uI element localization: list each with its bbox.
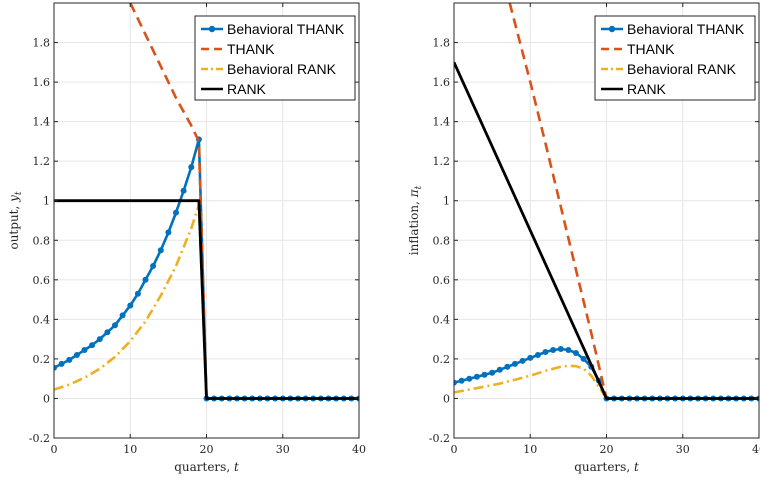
y-tick-label: 1 xyxy=(43,195,50,208)
legend-label-behavioral-rank: Behavioral RANK xyxy=(627,61,737,77)
x-tick-label: 0 xyxy=(451,443,458,456)
series-point-behavioral-thank xyxy=(112,322,118,329)
y-tick-label: 1.6 xyxy=(433,76,451,89)
series-point-behavioral-thank xyxy=(496,366,503,373)
y-tick-label: 0.6 xyxy=(433,274,451,287)
series-line-behavioral-rank xyxy=(54,203,208,399)
series-point-behavioral-thank xyxy=(458,377,465,384)
series-point-behavioral-thank xyxy=(454,379,457,386)
series-point-behavioral-thank xyxy=(504,363,511,370)
x-tick-label: 10 xyxy=(523,443,537,456)
series-point-behavioral-thank xyxy=(481,371,488,378)
legend-marker-behavioral-thank xyxy=(608,25,616,33)
x-tick-label: 20 xyxy=(200,443,214,456)
series-group xyxy=(54,3,359,402)
x-tick-label: 30 xyxy=(276,443,290,456)
y-tick-label: 0.2 xyxy=(33,353,51,366)
chart-panel-2: 010203040-0.200.20.40.60.811.21.41.61.8q… xyxy=(407,2,760,474)
y-tick-label: 0.4 xyxy=(433,313,451,326)
series-point-behavioral-thank xyxy=(58,360,65,367)
series-point-behavioral-thank xyxy=(96,336,103,343)
legend-label-behavioral-thank: Behavioral THANK xyxy=(627,21,745,37)
y-tick-label: 0.8 xyxy=(433,234,451,247)
legend-label-thank: THANK xyxy=(227,41,275,57)
y-tick-label: 1.2 xyxy=(433,155,451,168)
y-tick-label: 0.8 xyxy=(33,234,51,247)
y-tick-label: -0.2 xyxy=(29,432,50,445)
series-point-behavioral-thank xyxy=(557,346,564,352)
series-point-behavioral-thank xyxy=(573,350,579,356)
series-point-behavioral-thank xyxy=(542,349,549,355)
series-line-thank xyxy=(508,3,608,399)
series-point-behavioral-thank xyxy=(54,364,57,371)
series-point-behavioral-thank xyxy=(188,164,195,171)
x-tick-label: 20 xyxy=(600,443,614,456)
y-axis-label: output, yt xyxy=(7,191,24,249)
x-tick-label: 30 xyxy=(676,443,690,456)
series-point-behavioral-thank xyxy=(519,357,526,364)
legend: Behavioral THANK THANK Behavioral RANK RANK xyxy=(194,15,356,101)
y-axis-label: inflation, πt xyxy=(407,185,424,255)
x-tick-label: 10 xyxy=(123,443,137,456)
series-point-behavioral-thank xyxy=(157,247,164,254)
series-point-behavioral-thank xyxy=(565,347,572,353)
series-point-behavioral-thank xyxy=(550,347,557,353)
series-line-rank xyxy=(54,199,359,400)
series-point-behavioral-thank xyxy=(527,354,534,361)
series-line-thank xyxy=(129,3,208,399)
x-axis-label: quarters, t xyxy=(174,460,239,474)
y-tick-label: -0.2 xyxy=(429,432,450,445)
series-point-behavioral-thank xyxy=(580,355,587,362)
series-point-behavioral-thank xyxy=(512,360,518,367)
y-tick-label: 0.4 xyxy=(33,313,51,326)
y-tick-label: 1.8 xyxy=(33,37,51,50)
legend-marker-behavioral-thank xyxy=(208,25,216,33)
series-point-behavioral-thank xyxy=(81,347,88,353)
x-tick-label: 40 xyxy=(752,443,760,456)
legend-label-thank: THANK xyxy=(627,41,675,57)
y-tick-label: 0.6 xyxy=(33,274,51,287)
series-point-behavioral-thank xyxy=(119,312,126,319)
y-tick-label: 1.2 xyxy=(33,155,51,168)
x-tick-label: 0 xyxy=(51,443,58,456)
legend-label-behavioral-rank: Behavioral RANK xyxy=(227,61,337,77)
series-point-behavioral-thank xyxy=(466,375,473,382)
series-line-rank xyxy=(454,61,759,400)
y-tick-label: 1.6 xyxy=(33,76,51,89)
series-point-behavioral-thank xyxy=(150,263,157,269)
series-point-behavioral-thank xyxy=(73,352,80,358)
series-point-behavioral-thank xyxy=(489,369,496,376)
series-point-behavioral-thank xyxy=(127,302,134,309)
legend-label-rank: RANK xyxy=(627,81,667,97)
y-tick-label: 1.4 xyxy=(433,116,451,129)
series-point-behavioral-thank xyxy=(134,290,141,297)
x-axis-label: quarters, t xyxy=(574,460,639,474)
y-tick-label: 0 xyxy=(443,392,450,405)
chart-panel-1: 0 10 20 30 40-0.200.20.40.60.811.21.41.61.8q… xyxy=(7,2,366,474)
legend-label-behavioral-thank: Behavioral THANK xyxy=(227,21,345,37)
legend: Behavioral THANK THANK Behavioral RANK RANK xyxy=(594,15,756,101)
series-point-behavioral-thank xyxy=(534,352,541,358)
series-point-behavioral-thank xyxy=(165,229,172,236)
y-tick-label: 0.2 xyxy=(433,353,451,366)
series-point-behavioral-thank xyxy=(180,187,187,194)
x-tick-label: 40 xyxy=(352,443,366,456)
series-line-behavioral-rank xyxy=(454,364,608,400)
series-point-behavioral-thank xyxy=(473,373,480,380)
y-tick-label: 1.8 xyxy=(433,37,451,50)
series-group xyxy=(454,3,759,402)
y-tick-label: 0 xyxy=(43,392,50,405)
series-point-behavioral-thank xyxy=(66,356,73,363)
y-tick-label: 1.4 xyxy=(33,116,51,129)
series-point-behavioral-thank xyxy=(104,329,111,336)
y-tick-label: 1 xyxy=(443,195,450,208)
series-point-behavioral-thank xyxy=(142,276,149,283)
series-point-behavioral-thank xyxy=(89,342,96,349)
series-point-behavioral-thank xyxy=(173,209,179,216)
legend-label-rank: RANK xyxy=(227,81,267,97)
